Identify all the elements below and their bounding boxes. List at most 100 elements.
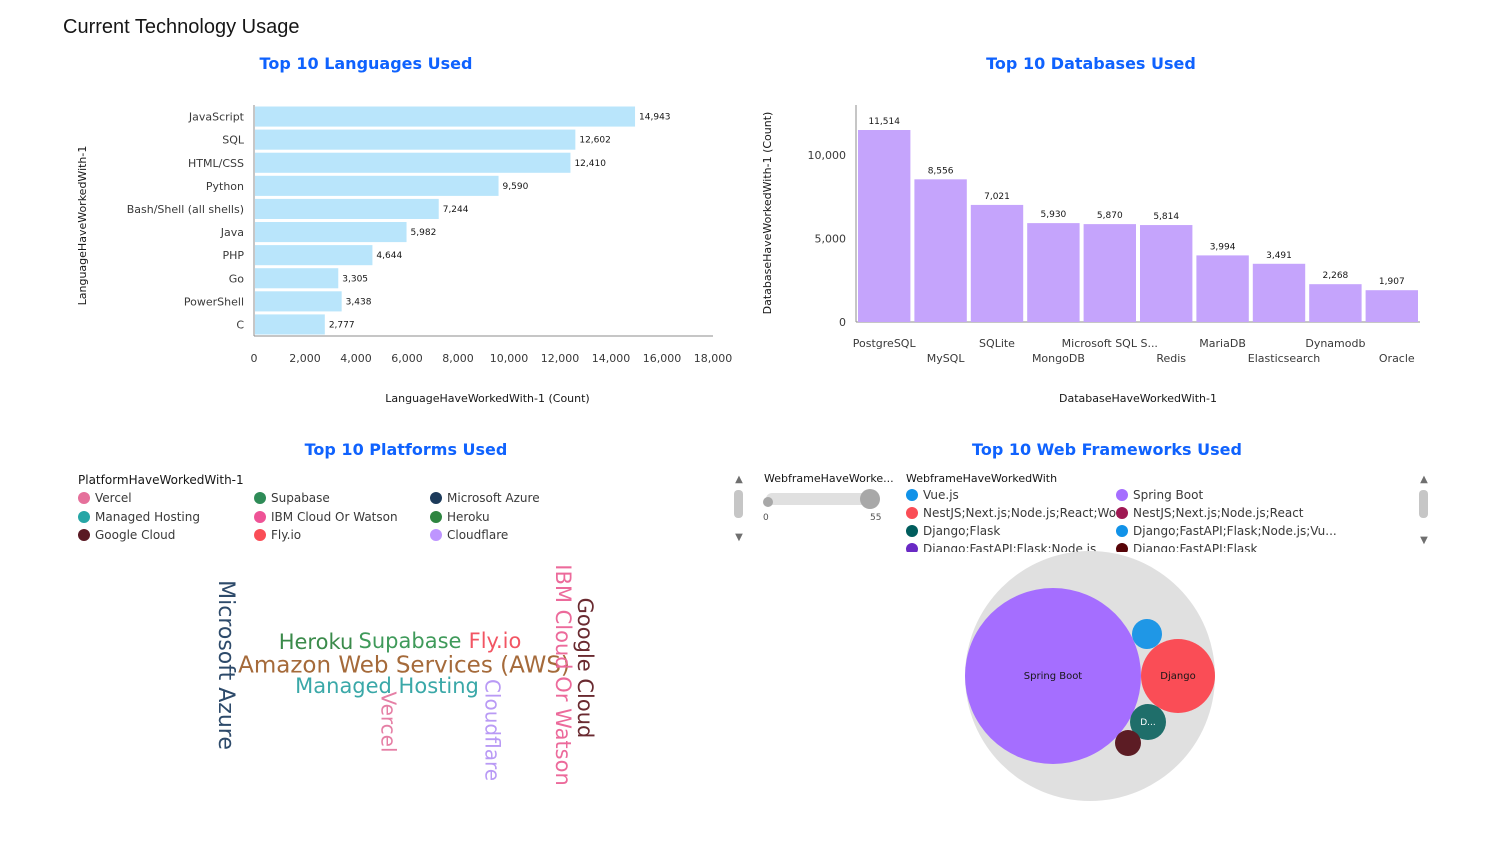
databases-bar [1365,290,1418,322]
databases-bar [1309,284,1362,322]
databases-category-label: PostgreSQL [853,337,917,350]
languages-value-label: 3,305 [342,274,368,284]
frameworks-slider-track[interactable] [766,493,872,505]
frameworks-legend-item[interactable]: Django;FastAPI;Flask [1116,542,1257,552]
legend-swatch-icon [430,510,442,523]
framework-bubble [1141,639,1215,713]
frameworks-slider-max-handle[interactable] [860,489,880,509]
databases-category-label: Oracle [1379,352,1415,365]
databases-category-label: MongoDB [1032,352,1085,365]
databases-x-axis-title: DatabaseHaveWorkedWith-1 [1059,392,1217,405]
legend-swatch-icon [254,510,266,523]
word-cloud-word: Cloudflare [481,679,505,781]
framework-bubble [965,588,1141,764]
word-cloud-word: Supabase [359,629,462,653]
languages-x-tick-label: 10,000 [490,352,529,365]
word-cloud-word: Google Cloud [573,598,597,739]
languages-x-tick-label: 16,000 [643,352,682,365]
frameworks-legend-scrollbar[interactable] [1419,490,1428,518]
legend-label: Cloudflare [447,528,509,542]
databases-value-label: 1,907 [1379,277,1405,287]
databases-bar [1140,225,1193,322]
platforms-legend-item[interactable]: Cloudflare [430,528,508,542]
databases-category-label: SQLite [979,337,1015,350]
platforms-legend-item[interactable]: Heroku [430,510,490,524]
framework-bubble [1115,730,1141,756]
databases-category-label: Redis [1156,352,1186,365]
databases-bar-chart: 11,514 PostgreSQL 8,556 MySQL 7,021 SQLite 5,9… [761,105,1420,405]
platforms-legend-scroll-down-icon[interactable]: ▼ [735,532,743,543]
frameworks-legend-item[interactable]: Django;FastAPI;Flask;Node.js;Vu... [1116,524,1337,538]
platforms-legend-item[interactable]: Fly.io [254,528,301,542]
frameworks-legend-item[interactable]: NestJS;Next.js;Node.js;React [1116,506,1304,520]
languages-value-label: 5,982 [411,228,437,238]
databases-bar [1027,223,1080,322]
databases-bar [1083,224,1136,322]
languages-x-tick-label: 2,000 [289,352,321,365]
legend-label: Vue.js [923,488,959,502]
languages-value-label: 4,644 [376,251,402,261]
platforms-legend-scrollbar[interactable] [734,490,743,518]
frameworks-slider-min-handle[interactable] [763,497,773,507]
platforms-legend-item[interactable]: Managed Hosting [78,510,200,524]
databases-y-tick-label: 0 [839,316,846,329]
platforms-legend-item[interactable]: Google Cloud [78,528,175,542]
databases-bar [970,204,1024,322]
languages-value-label: 14,943 [639,113,671,123]
frameworks-legend-item[interactable]: Django;FastAPI;Flask;Node.js [906,542,1096,552]
legend-swatch-icon [1116,543,1128,552]
platforms-legend-scroll-up-icon[interactable]: ▲ [735,474,743,485]
languages-category-label: PowerShell [184,295,244,308]
databases-value-label: 3,994 [1210,242,1236,252]
legend-label: Managed Hosting [95,509,200,524]
frameworks-legend-scroll-down-icon[interactable]: ▼ [1420,535,1428,546]
databases-category-label: Microsoft SQL S... [1062,337,1158,350]
legend-label: NestJS;Next.js;Node.js;React;Wo... [923,506,1128,520]
legend-label: NestJS;Next.js;Node.js;React [1133,506,1304,520]
languages-category-label: Java [220,226,244,239]
languages-value-label: 12,602 [579,136,611,146]
legend-swatch-icon [1116,525,1128,537]
frameworks-legend-scroll-up-icon[interactable]: ▲ [1420,474,1428,485]
legend-swatch-icon [78,529,90,541]
databases-y-tick-label: 10,000 [808,149,847,162]
legend-label: Supabase [271,491,330,505]
legend-swatch-icon [906,507,918,519]
frameworks-legend-item[interactable]: Vue.js [906,488,959,502]
databases-category-label: Dynamodb [1305,337,1365,350]
framework-bubble [1130,704,1166,740]
databases-value-label: 3,491 [1266,251,1292,261]
platforms-legend: Vercel Supabase Microsoft Azure Managed Hos… [78,491,678,551]
languages-value-label: 3,438 [346,297,372,307]
languages-value-label: 7,244 [443,205,469,215]
frameworks-legend-item[interactable]: NestJS;Next.js;Node.js;React;Wo... [906,506,1127,520]
framework-bubble [1132,619,1162,649]
languages-bar [255,291,342,312]
platforms-legend-item[interactable]: Microsoft Azure [430,491,540,505]
legend-label: Spring Boot [1133,488,1204,502]
legend-swatch-icon [78,510,90,523]
databases-value-label: 5,814 [1153,212,1179,222]
databases-value-label: 11,514 [868,117,900,127]
databases-chart-title: Top 10 Databases Used [986,54,1196,73]
legend-label: Google Cloud [95,528,176,542]
databases-bar [1252,263,1306,322]
page-title: Current Technology Usage [63,16,300,38]
languages-category-label: C [236,318,244,331]
languages-category-label: SQL [222,134,245,147]
platforms-legend-item[interactable]: IBM Cloud Or Watson [254,510,398,524]
platforms-legend-item[interactable]: Vercel [78,491,132,505]
databases-category-label: MySQL [927,352,966,365]
languages-x-tick-label: 8,000 [442,352,474,365]
databases-value-label: 2,268 [1323,271,1349,281]
legend-label: Django;FastAPI;Flask;Node.js [923,542,1097,552]
databases-y-tick-label: 5,000 [815,233,847,246]
databases-value-label: 5,870 [1097,211,1123,221]
word-cloud-word: IBM Cloud Or Watson [551,564,575,786]
frameworks-legend-item[interactable]: Spring Boot [1116,488,1203,502]
frameworks-legend-item[interactable]: Django;Flask [906,524,1000,538]
legend-label: Fly.io [271,528,302,542]
databases-value-label: 5,930 [1041,210,1067,220]
platforms-legend-item[interactable]: Supabase [254,491,330,505]
legend-label: Django;Flask [923,524,1001,538]
